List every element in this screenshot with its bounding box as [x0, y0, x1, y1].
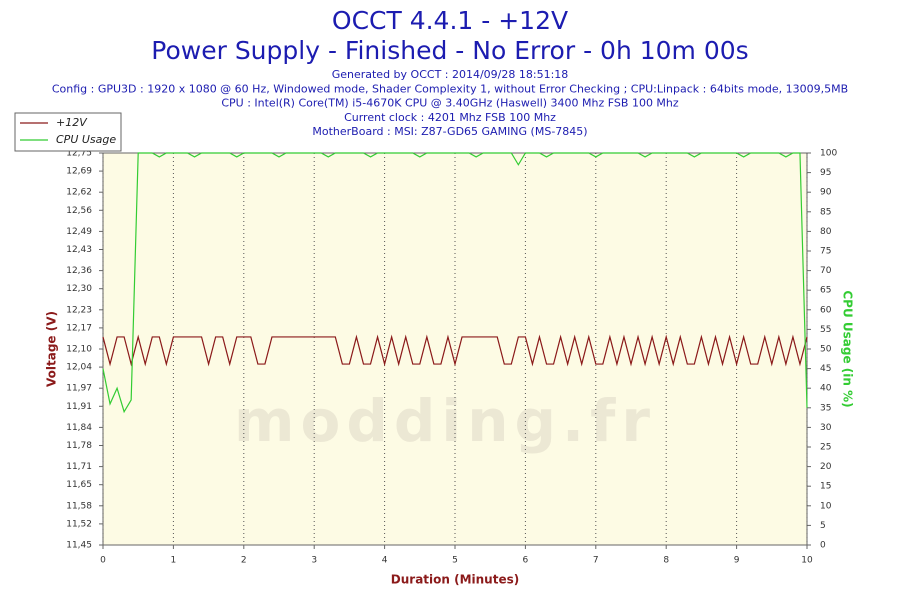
- y2-tick-label: 75: [820, 247, 831, 257]
- x-tick-label: 6: [523, 556, 529, 566]
- chart-title: OCCT 4.4.1 - +12V: [332, 6, 568, 35]
- y2-tick-label: 15: [820, 482, 831, 492]
- y2-tick-label: 50: [820, 345, 832, 355]
- y2-tick-label: 30: [820, 423, 832, 433]
- info-line: Current clock : 4201 Mhz FSB 100 Mhz: [344, 111, 556, 124]
- info-line: Generated by OCCT : 2014/09/28 18:51:18: [332, 68, 569, 81]
- y-tick-label: 12,04: [66, 363, 92, 373]
- y-tick-label: 12,75: [66, 149, 92, 159]
- y2-tick-label: 95: [820, 168, 831, 178]
- x-tick-label: 0: [100, 556, 106, 566]
- y2-tick-label: 20: [820, 462, 832, 472]
- legend-label: CPU Usage: [56, 133, 116, 146]
- x-tick-label: 1: [171, 556, 177, 566]
- y-tick-label: 12,30: [66, 284, 92, 294]
- y-tick-label: 12,62: [66, 188, 92, 198]
- y2-tick-label: 10: [820, 501, 832, 511]
- y2-tick-label: 40: [820, 384, 832, 394]
- y-axis-label: Voltage (V): [45, 311, 59, 387]
- y2-tick-label: 35: [820, 403, 831, 413]
- y2-tick-label: 5: [820, 521, 826, 531]
- y-tick-label: 11,84: [66, 423, 92, 433]
- y-tick-label: 11,71: [66, 462, 92, 472]
- y-tick-label: 12,10: [66, 345, 92, 355]
- x-axis-label: Duration (Minutes): [391, 573, 519, 587]
- y-tick-label: 11,91: [66, 402, 92, 412]
- x-tick-label: 3: [311, 556, 317, 566]
- y-tick-label: 11,45: [66, 541, 92, 551]
- x-tick-label: 10: [801, 556, 813, 566]
- y-tick-label: 12,49: [66, 227, 92, 237]
- y-tick-label: 12,23: [66, 305, 92, 315]
- y-tick-label: 12,56: [66, 206, 92, 216]
- info-line: Config : GPU3D : 1920 x 1080 @ 60 Hz, Wi…: [52, 82, 848, 95]
- x-tick-label: 5: [452, 556, 458, 566]
- y2-tick-label: 60: [820, 305, 832, 315]
- series-line: [102, 334, 808, 367]
- y-tick-label: 11,65: [66, 480, 92, 490]
- y2-tick-label: 90: [820, 188, 832, 198]
- watermark: modding.fr: [234, 387, 656, 455]
- y2-tick-label: 70: [820, 266, 832, 276]
- x-tick-label: 4: [382, 556, 388, 566]
- y2-tick-label: 85: [820, 207, 831, 217]
- y2-tick-label: 0: [820, 541, 826, 551]
- x-tick-label: 7: [593, 556, 599, 566]
- y2-tick-label: 25: [820, 443, 831, 453]
- x-tick-label: 9: [734, 556, 740, 566]
- y-tick-label: 11,97: [66, 384, 92, 394]
- y2-tick-label: 80: [820, 227, 832, 237]
- info-line: CPU : Intel(R) Core(TM) i5-4670K CPU @ 3…: [221, 97, 679, 110]
- y2-tick-label: 45: [820, 364, 831, 374]
- info-line: MotherBoard : MSI: Z87-GD65 GAMING (MS-7…: [312, 125, 587, 138]
- y2-tick-label: 55: [820, 325, 831, 335]
- y-tick-label: 12,17: [66, 323, 92, 333]
- chart-subtitle: Power Supply - Finished - No Error - 0h …: [151, 36, 748, 65]
- y-tick-label: 11,52: [66, 519, 92, 529]
- x-tick-label: 8: [663, 556, 669, 566]
- y-tick-label: 11,78: [66, 441, 92, 451]
- y2-axis-label: CPU Usage (in %): [841, 290, 855, 407]
- legend-box: [14, 112, 122, 152]
- y2-tick-label: 100: [820, 149, 837, 159]
- y2-tick-label: 65: [820, 286, 831, 296]
- legend-label: +12V: [56, 116, 88, 129]
- y-tick-label: 12,43: [66, 245, 92, 255]
- series-line: [102, 152, 808, 414]
- x-tick-label: 2: [241, 556, 247, 566]
- y-tick-label: 12,69: [66, 167, 92, 177]
- y-tick-label: 11,58: [66, 501, 92, 511]
- y-tick-label: 12,36: [66, 266, 92, 276]
